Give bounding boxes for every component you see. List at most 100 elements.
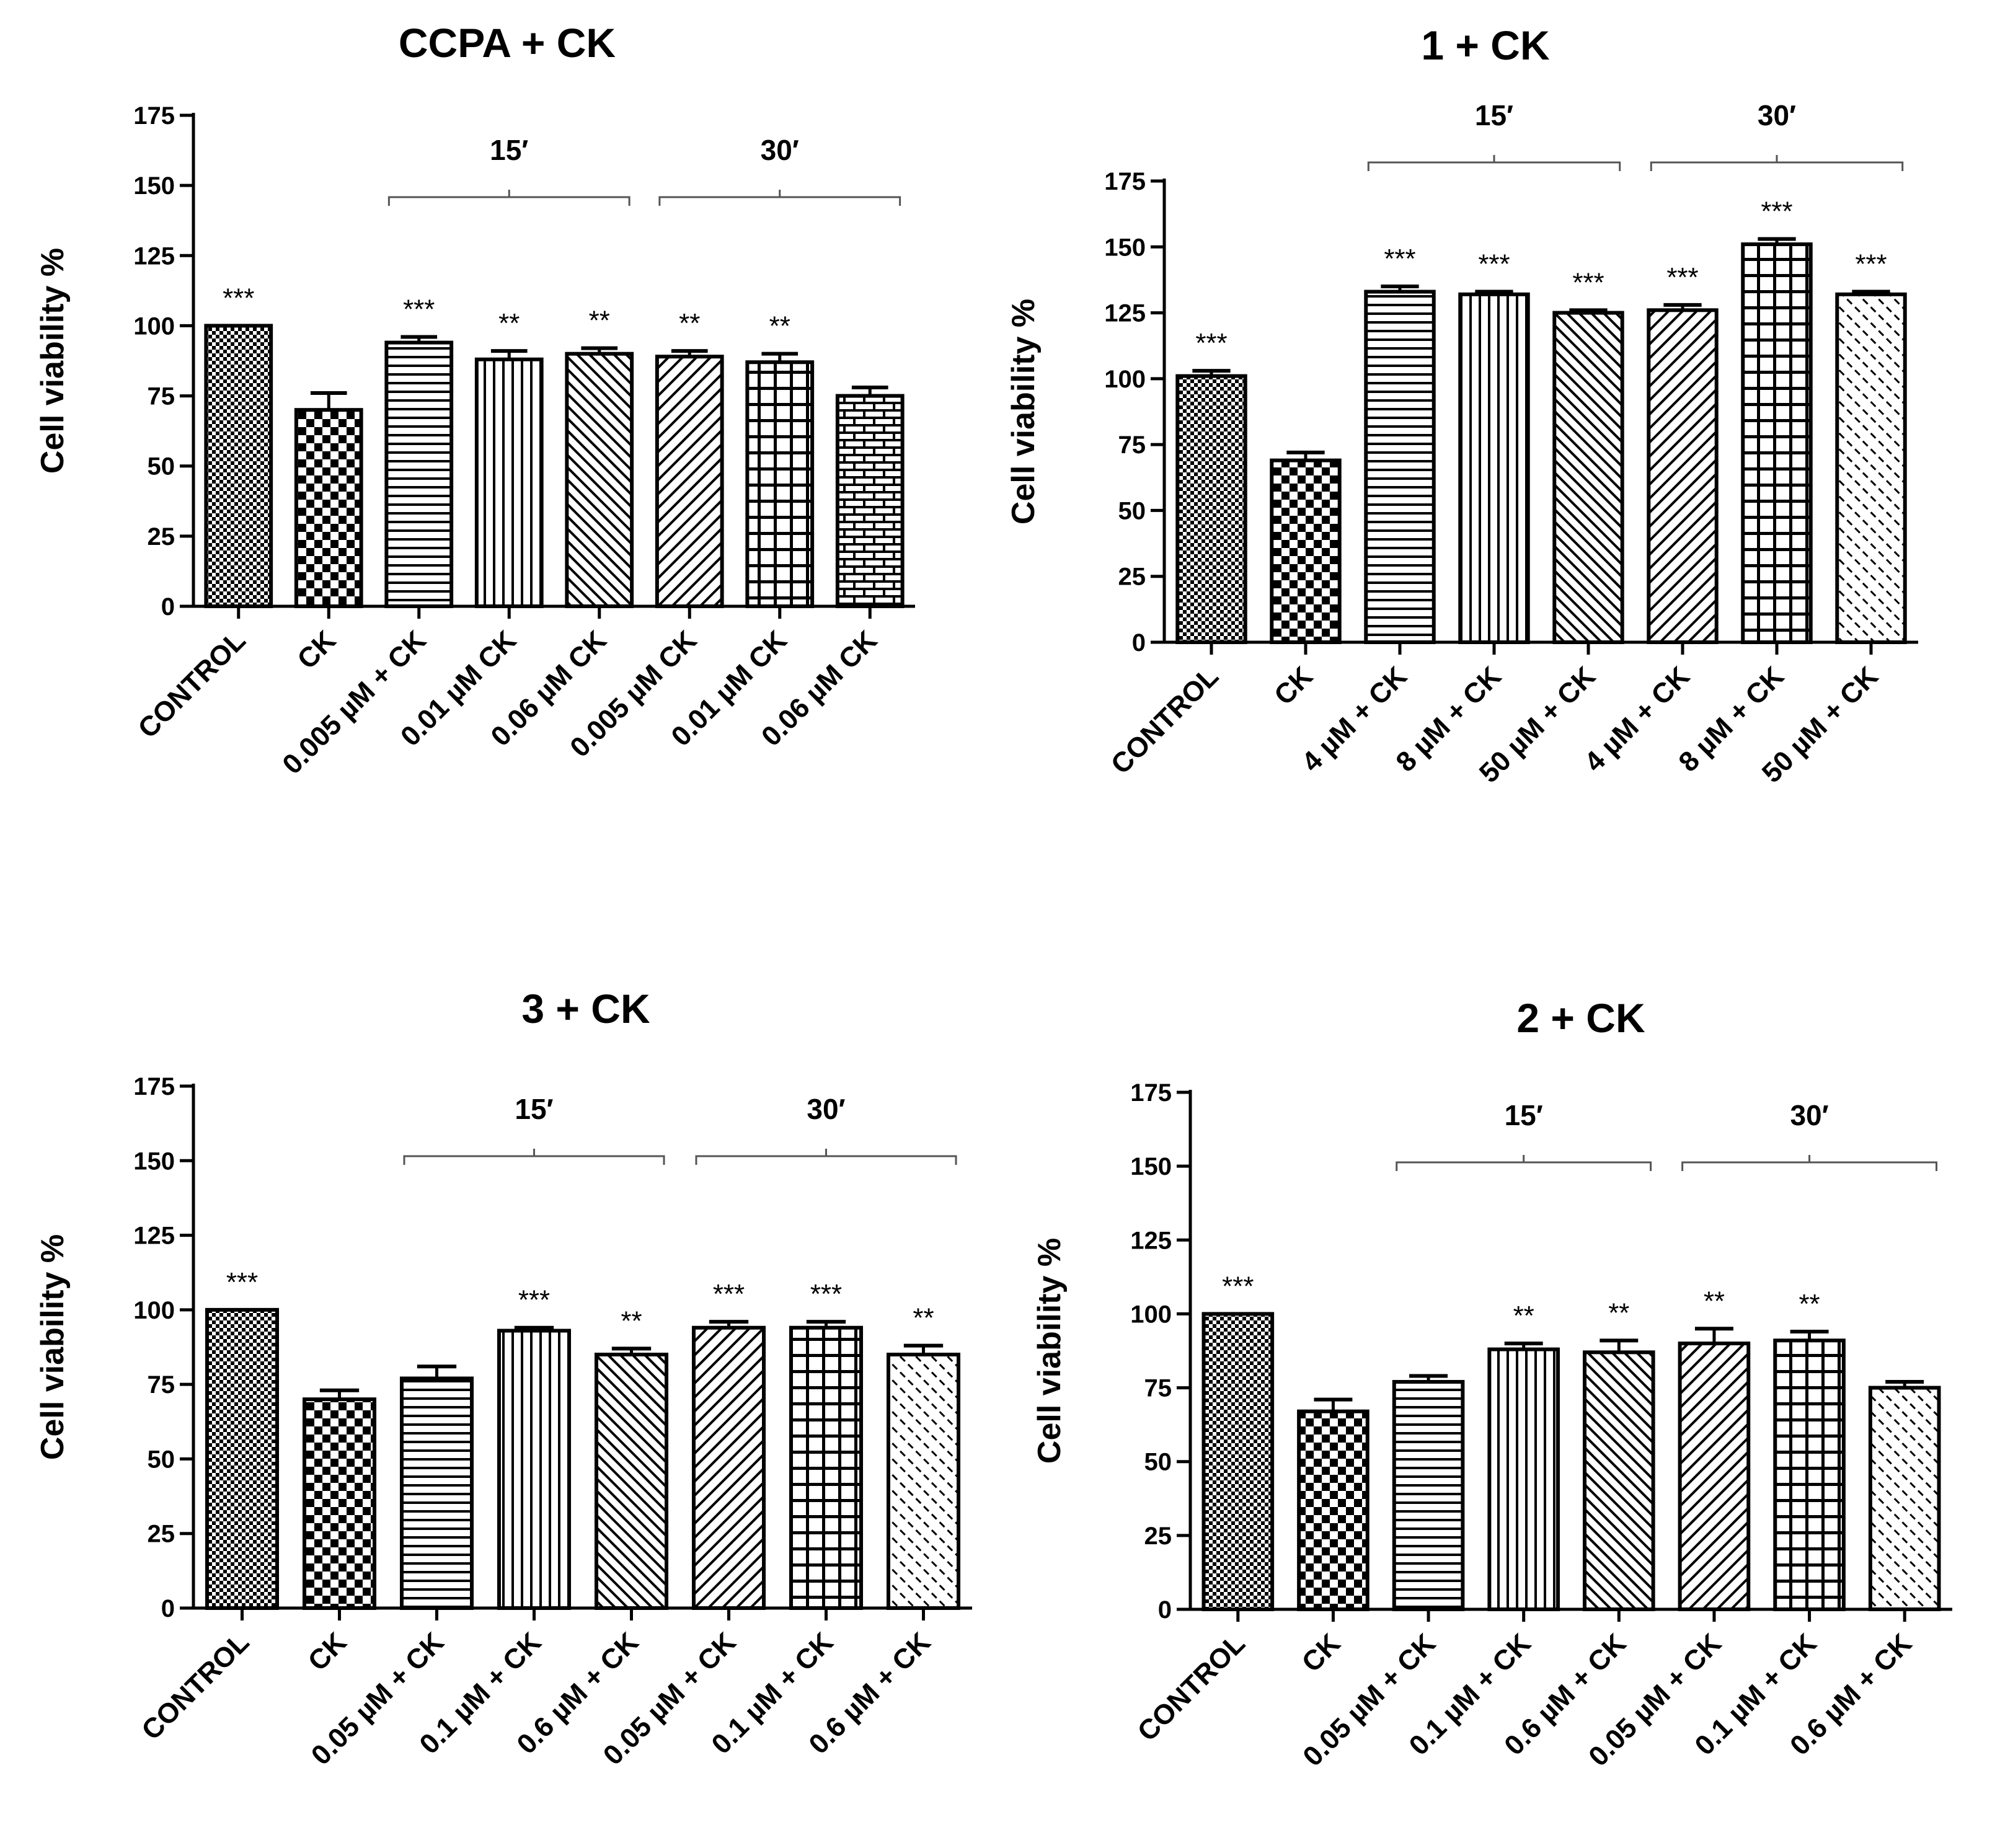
y-tick-label: 100 — [1104, 366, 1146, 393]
bar — [205, 1307, 280, 1611]
group-bracket — [1681, 1155, 1937, 1171]
bar — [399, 1376, 474, 1611]
y-tick-label: 150 — [1104, 234, 1146, 261]
significance-label: ** — [1513, 1301, 1534, 1331]
bar — [1552, 311, 1624, 645]
bar — [204, 324, 273, 609]
y-tick-label: 150 — [133, 172, 175, 200]
bar — [1773, 1338, 1846, 1612]
bar — [1201, 1312, 1275, 1611]
y-tick-label: 75 — [1144, 1375, 1172, 1402]
y-axis-label: Cell viability % — [1006, 299, 1042, 524]
significance-label: *** — [223, 283, 254, 313]
bar — [294, 408, 363, 608]
y-tick-label: 50 — [148, 1446, 175, 1473]
y-tick-label: 75 — [1118, 431, 1146, 459]
bar — [1458, 292, 1530, 645]
y-tick-label: 0 — [1158, 1596, 1172, 1624]
y-tick-label: 125 — [133, 1222, 175, 1250]
group-label: 30′ — [761, 134, 799, 166]
significance-label: ** — [769, 311, 790, 342]
bar — [1364, 290, 1436, 644]
y-tick-label: 25 — [1144, 1523, 1172, 1550]
chart-panel-3: 3 + CK Cell viability % 0 25 50 75 100 125 150 17… — [35, 986, 972, 1771]
significance-label: *** — [810, 1279, 842, 1309]
y-tick-label: 75 — [148, 1371, 175, 1399]
bar — [1835, 292, 1907, 645]
significance-label: ** — [679, 308, 700, 338]
group-bracket — [1650, 155, 1904, 171]
y-tick-label: 50 — [1144, 1449, 1172, 1476]
y-tick-label: 100 — [133, 1297, 175, 1324]
chart-title: 3 + CK — [521, 986, 650, 1032]
chart-title: CCPA + CK — [399, 20, 616, 66]
y-tick-label: 100 — [133, 312, 175, 340]
y-tick-label: 25 — [148, 1521, 175, 1548]
chart-title: 1 + CK — [1421, 22, 1550, 68]
y-tick-label: 50 — [148, 453, 175, 480]
y-tick-label: 75 — [148, 383, 175, 410]
chart-title: 2 + CK — [1516, 995, 1645, 1041]
bar — [1175, 374, 1247, 644]
bar — [745, 360, 815, 609]
group-label: 30′ — [1790, 1099, 1828, 1131]
group-bracket — [658, 190, 901, 206]
group-label: 15′ — [1505, 1099, 1543, 1131]
bar — [1741, 242, 1813, 644]
bar — [789, 1325, 864, 1611]
group-label: 30′ — [1758, 99, 1796, 131]
group-bracket — [403, 1149, 665, 1165]
category-label: CK — [1295, 1627, 1346, 1678]
y-tick-label: 125 — [1130, 1227, 1172, 1254]
bar — [655, 355, 724, 608]
y-axis-label: Cell viability % — [35, 248, 71, 474]
significance-label: *** — [1855, 249, 1887, 280]
significance-label: *** — [1478, 249, 1510, 280]
group-label: 30′ — [807, 1093, 845, 1125]
significance-label: *** — [1222, 1271, 1254, 1301]
chart-panel-1: 1 + CK Cell viability % 0 25 50 75 100 125 150 17… — [1006, 22, 1918, 789]
bar — [302, 1397, 377, 1610]
significance-label: *** — [1761, 197, 1792, 227]
category-label: CONTROL — [1131, 1627, 1251, 1747]
y-axis-label: Cell viability % — [35, 1234, 71, 1460]
y-tick-label: 175 — [133, 1073, 175, 1100]
significance-label: ** — [913, 1303, 934, 1333]
y-tick-label: 0 — [161, 593, 175, 621]
y-tick-label: 175 — [133, 102, 175, 130]
y-tick-label: 125 — [133, 242, 175, 270]
y-tick-label: 100 — [1130, 1301, 1172, 1328]
bar — [474, 357, 544, 608]
y-tick-label: 0 — [1132, 629, 1146, 657]
significance-label: *** — [1384, 244, 1415, 274]
significance-label: *** — [403, 294, 435, 325]
y-tick-label: 0 — [161, 1595, 175, 1622]
group-bracket — [387, 190, 631, 206]
significance-label: *** — [713, 1279, 745, 1309]
group-bracket — [695, 1149, 957, 1165]
category-label: CONTROL — [135, 1626, 255, 1746]
y-tick-label: 25 — [148, 523, 175, 550]
group-label: 15′ — [490, 134, 528, 166]
bar — [497, 1329, 572, 1610]
significance-label: *** — [518, 1285, 550, 1315]
category-label: CK — [291, 624, 342, 675]
bar — [691, 1325, 766, 1611]
significance-label: *** — [1666, 262, 1698, 293]
y-tick-label: 50 — [1118, 497, 1146, 524]
bar — [1647, 308, 1719, 644]
group-label: 15′ — [515, 1093, 553, 1125]
y-axis-label: Cell viability % — [1032, 1238, 1068, 1464]
significance-label: ** — [1608, 1298, 1629, 1328]
y-tick-label: 150 — [133, 1147, 175, 1175]
category-label: CONTROL — [131, 624, 251, 744]
group-bracket — [1396, 1155, 1652, 1171]
significance-label: ** — [498, 308, 520, 338]
significance-label: ** — [621, 1306, 642, 1336]
y-tick-label: 125 — [1104, 300, 1146, 327]
chart-panel-2: 2 + CK Cell viability % 0 25 50 75 100 125 150 17… — [1032, 995, 1952, 1772]
bar — [1583, 1350, 1655, 1611]
group-label: 15′ — [1475, 99, 1513, 131]
bar — [1678, 1342, 1751, 1611]
